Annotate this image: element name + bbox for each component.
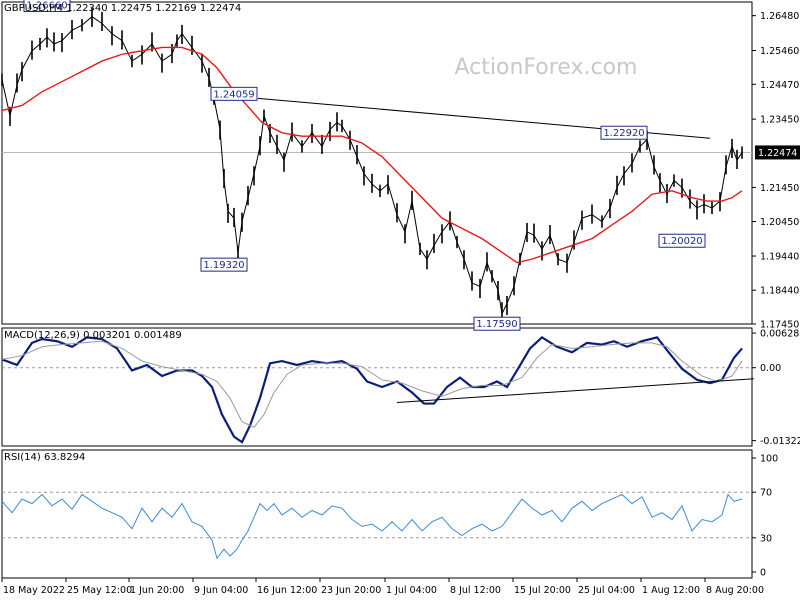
chart-frames	[1, 1, 753, 579]
price-y-tick-label: 1.24470	[760, 80, 799, 91]
price-y-tick-label: 1.17450	[760, 320, 799, 331]
price-annotation-box	[200, 257, 248, 272]
rsi-panel-frame	[1, 449, 753, 579]
watermark-layer: ActionForex.com	[455, 55, 638, 80]
macd-macd-line	[1, 335, 743, 444]
price-annotation-label: 1.26660	[26, 1, 67, 12]
macd-y-tick-label: -0.013223	[760, 436, 800, 447]
price-annotation-label: 1.22920	[603, 128, 644, 139]
price-annotation-label: 1.19320	[203, 260, 244, 271]
price-y-tick-label: 1.25460	[760, 46, 799, 57]
x-tick-label: 8 Jul 12:00	[450, 585, 501, 596]
macd-trendline	[396, 378, 755, 403]
price-y-tick-label: 1.19440	[760, 252, 799, 263]
chart-labels: 1.26480 1.25460 1.24470 1.23450 1.21450 1.204…	[3, 1, 800, 596]
rsi-y-tick-label: 70	[760, 488, 772, 499]
x-tick-label: 18 May 2022	[3, 585, 65, 596]
x-tick-label: 9 Jun 04:00	[194, 585, 248, 596]
price-annotation-box	[658, 233, 706, 248]
x-tick-label: 1 Jun 20:00	[130, 585, 184, 596]
x-tick-label: 15 Jul 20:00	[514, 585, 571, 596]
x-tick-label: 16 Jun 12:00	[257, 585, 317, 596]
price-annotation-box	[473, 316, 521, 331]
price-panel-title: GBPUSD,H4 1.22340 1.22475 1.22169 1.2247…	[4, 3, 242, 14]
price-annotation-box	[600, 125, 648, 140]
rsi-panel-title: RSI(14) 63.8294	[4, 452, 86, 463]
rsi-y-tick-label: 100	[760, 454, 778, 465]
x-tick-label: 25 Jul 04:00	[578, 585, 635, 596]
x-tick-label: 23 Jun 20:00	[321, 585, 381, 596]
macd-signal-line	[1, 340, 743, 428]
rsi-line	[1, 493, 743, 560]
rsi-y-tick-label: 30	[760, 533, 772, 544]
watermark-text: ActionForex.com	[455, 55, 638, 80]
current-price-box	[755, 145, 800, 160]
price-y-tick-label: 1.18440	[760, 286, 799, 297]
price-annotation-label: 1.20020	[661, 236, 702, 247]
x-tick-label: 8 Aug 20:00	[706, 585, 764, 596]
current-price-label: 1.22474	[758, 148, 797, 159]
x-tick-label: 25 May 12:00	[67, 585, 132, 596]
price-y-tick-label: 1.21450	[760, 183, 799, 194]
macd-y-tick-label: 0.006285	[760, 329, 800, 340]
macd-panel-title: MACD(12,26,9) 0.003201 0.001489	[4, 330, 182, 341]
price-annotation-box	[210, 86, 258, 101]
price-panel-frame	[1, 1, 753, 325]
price-annotation-label: 1.17590	[476, 319, 517, 330]
x-tick-label: 1 Jul 04:00	[386, 585, 437, 596]
macd-panel-frame	[1, 327, 753, 447]
rsi-y-tick-label: 0	[760, 568, 766, 579]
moving-average-line	[1, 46, 743, 264]
chart-marks	[1, 0, 800, 582]
price-close-line	[1, 16, 743, 316]
price-y-tick-label: 1.23450	[760, 115, 799, 126]
price-annotation-label: 1.24059	[213, 89, 254, 100]
macd-y-tick-label: 0.00	[760, 363, 781, 374]
price-annotation-box	[23, 0, 71, 13]
price-y-tick-label: 1.20450	[760, 217, 799, 228]
price-y-tick-label: 1.26480	[760, 11, 799, 22]
x-tick-label: 1 Aug 12:00	[642, 585, 700, 596]
